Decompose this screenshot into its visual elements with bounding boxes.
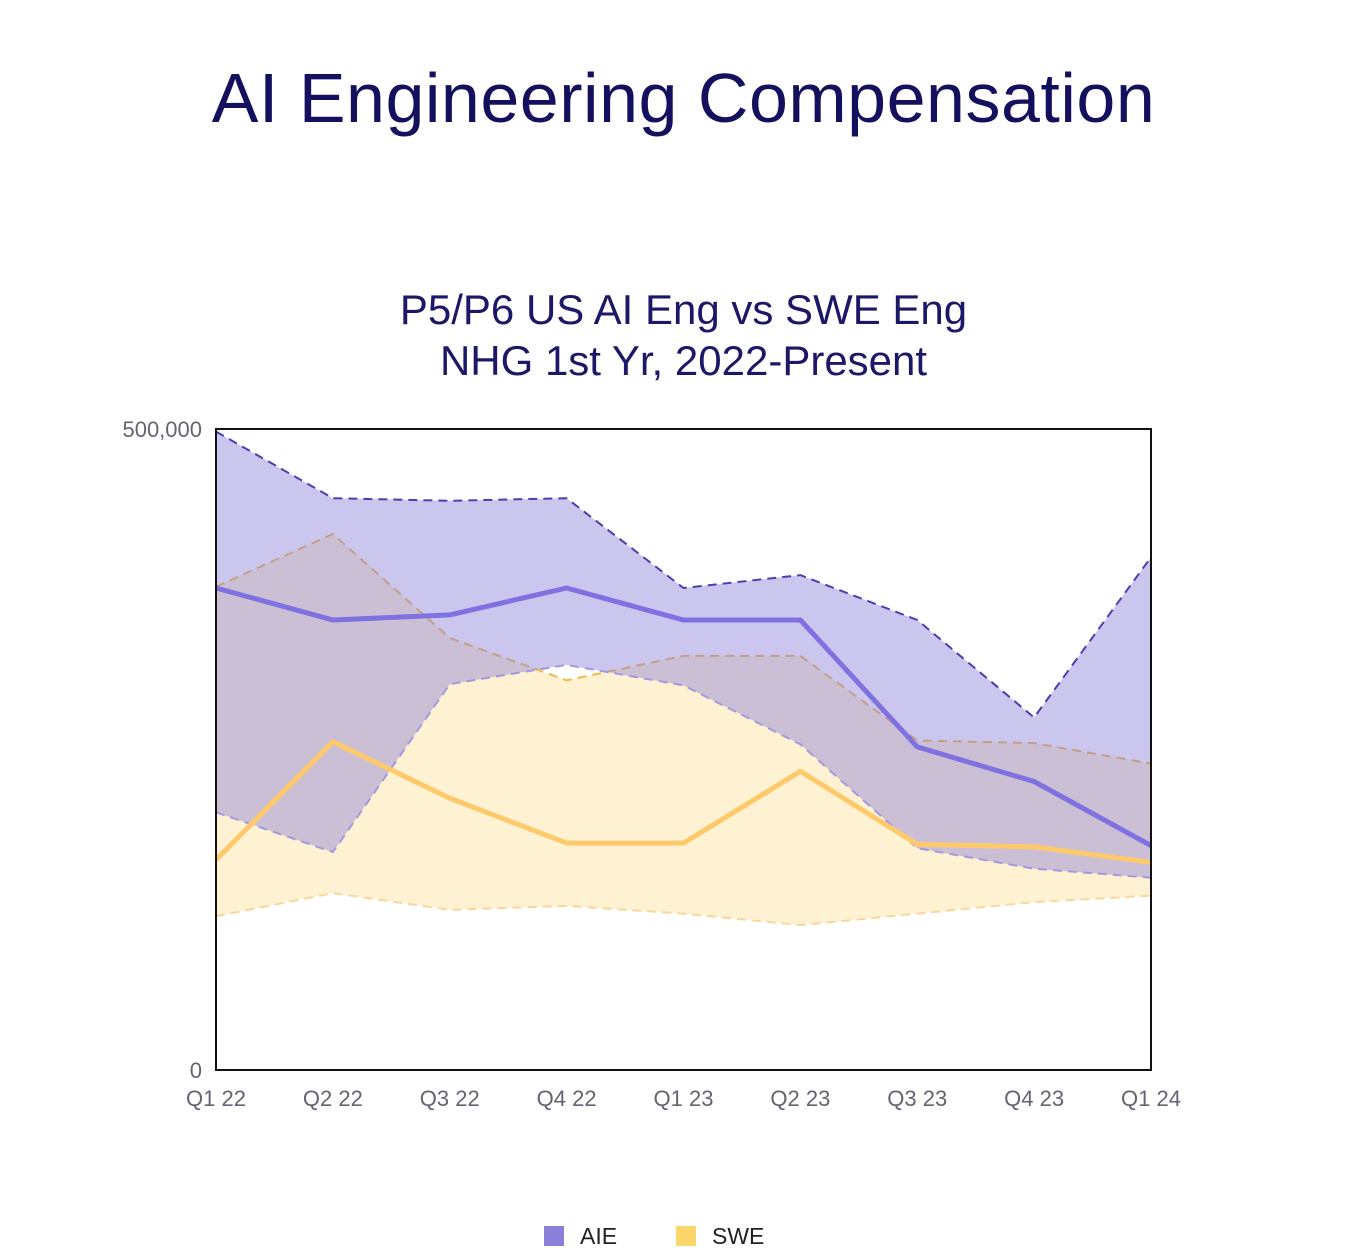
legend-label-aie: AIE [580, 1222, 618, 1249]
lower-line-swe [215, 892, 1152, 927]
x-tick-label: Q3 23 [887, 1086, 947, 1111]
x-tick-label: Q1 24 [1121, 1086, 1181, 1111]
legend-swatch-swe [676, 1226, 696, 1246]
legend-item-aie: AIE [544, 1222, 617, 1250]
chart-title-line-2: NHG 1st Yr, 2022-Present [439, 337, 928, 384]
x-axis-ticks: Q1 22 Q2 22 Q3 22 Q4 22 Q1 23 Q2 23 Q3 23 Q4 23… [186, 1086, 1181, 1111]
median-line-swe [214, 739, 1152, 865]
upper-line-aie [215, 430, 1152, 719]
legend: AIE SWE [0, 1222, 1367, 1252]
plot-frame [215, 428, 1152, 1071]
band-aie [216, 431, 1151, 878]
legend-swatch-aie [544, 1226, 564, 1246]
bands-layer [215, 430, 1152, 927]
page-title: AI Engineering Compensation [211, 59, 1156, 137]
band-swe [216, 534, 1151, 926]
x-tick-label: Q3 22 [420, 1086, 480, 1111]
y-axis-ticks: 0 500,000 [122, 417, 202, 1083]
y-tick-label: 500,000 [122, 417, 202, 442]
x-tick-label: Q1 23 [654, 1086, 714, 1111]
y-tick-label: 0 [190, 1058, 202, 1083]
lines-layer [214, 585, 1153, 865]
x-tick-label: Q1 22 [186, 1086, 246, 1111]
x-tick-label: Q4 22 [537, 1086, 597, 1111]
x-tick-label: Q2 22 [303, 1086, 363, 1111]
x-tick-label: Q4 23 [1004, 1086, 1064, 1111]
median-line-aie [215, 585, 1153, 848]
lower-line-aie [215, 663, 1152, 879]
upper-line-swe [215, 532, 1152, 765]
legend-item-swe: SWE [676, 1222, 764, 1250]
legend-label-swe: SWE [712, 1222, 765, 1249]
x-tick-label: Q2 23 [770, 1086, 830, 1111]
chart-title-line-1: P5/P6 US AI Eng vs SWE Eng [399, 286, 968, 333]
